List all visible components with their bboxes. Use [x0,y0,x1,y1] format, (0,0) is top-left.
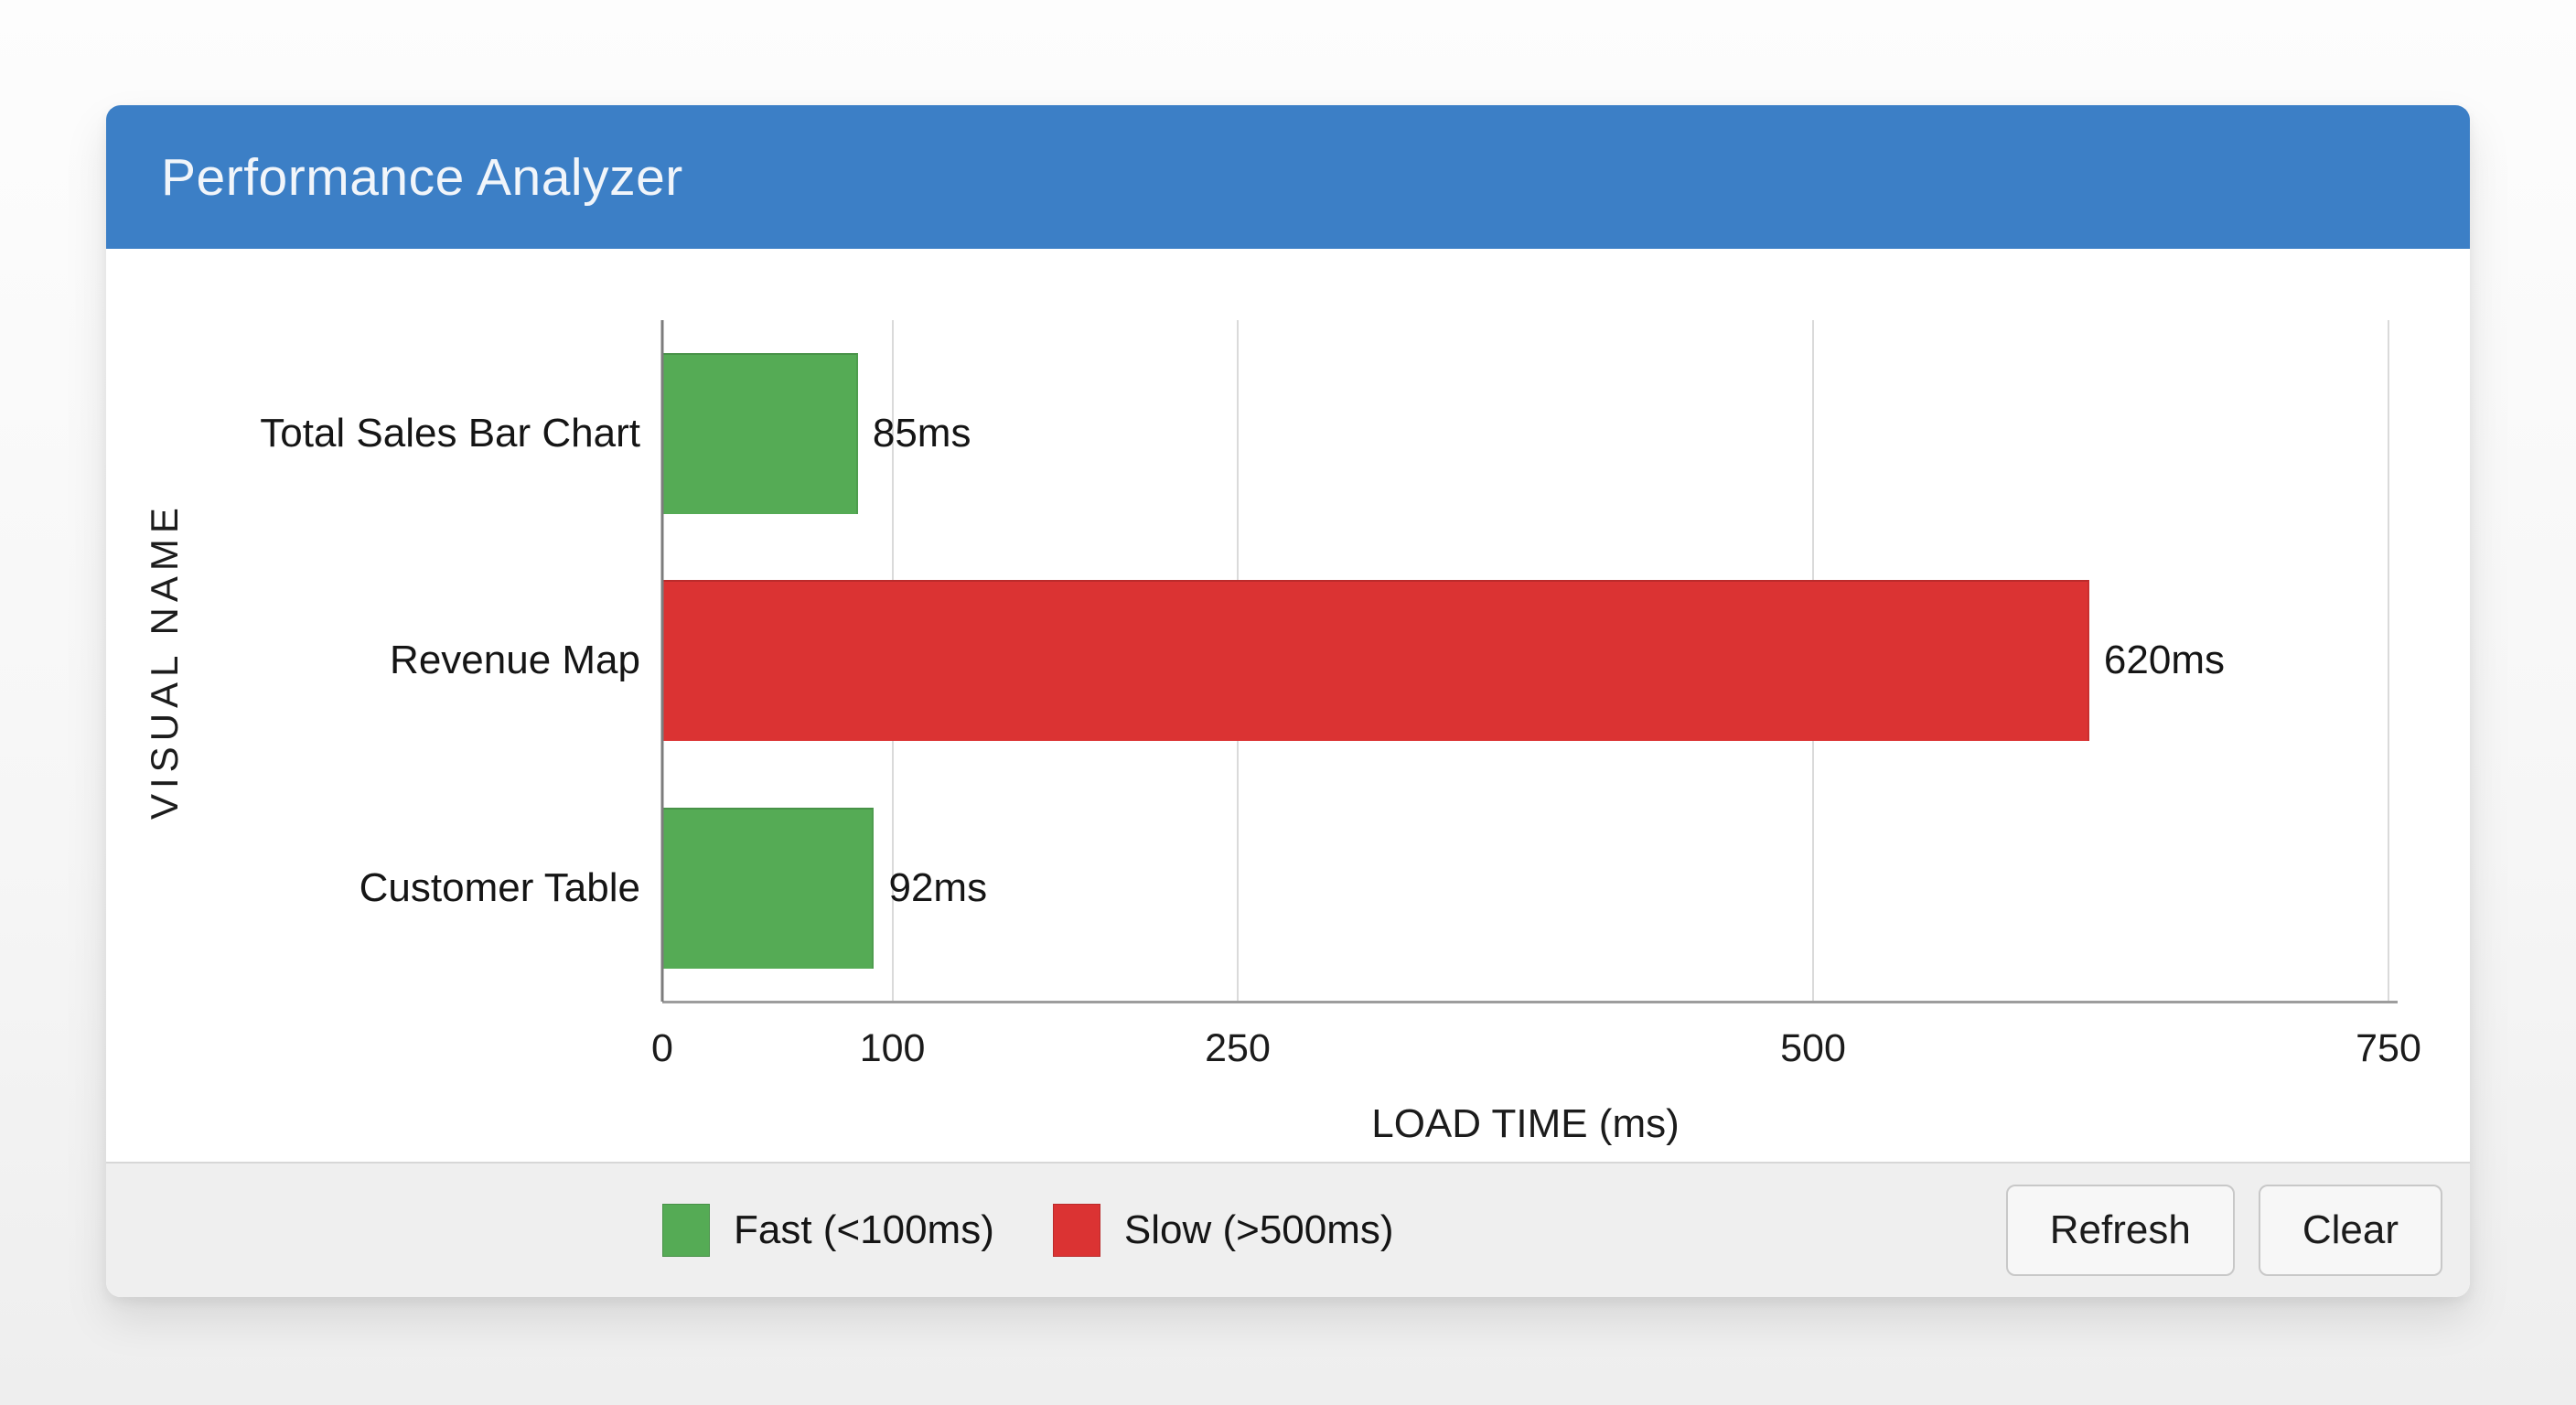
bar-row: 92ms [662,775,2388,1002]
x-tick-label-100: 100 [859,1026,926,1070]
legend-item: Fast (<100ms) [662,1204,994,1257]
plot-area: 85ms 620ms 92ms [660,320,2398,1003]
legend-item: Slow (>500ms) [1052,1204,1394,1257]
x-axis-title: LOAD TIME (ms) [1371,1101,1680,1146]
x-axis-tick-labels: 0 100 250 500 750 [651,1026,2421,1078]
bar-row: 85ms [662,320,2388,547]
bars-container: 85ms 620ms 92ms [662,320,2388,1002]
clear-button[interactable]: Clear [2258,1185,2442,1276]
legend-swatch-icon [1052,1204,1100,1257]
bar-value-label: 92ms [888,864,988,910]
category-label: Total Sales Bar Chart [260,411,640,456]
refresh-button[interactable]: Refresh [2005,1185,2235,1276]
performance-analyzer-panel: Performance Analyzer VISUAL NAME Total S… [106,105,2470,1297]
x-tick-label-0: 0 [651,1026,673,1070]
panel-title: Performance Analyzer [161,147,683,207]
bar-total-sales-bar-chart[interactable] [662,353,858,515]
legend-swatch-icon [662,1204,710,1257]
x-tick-label-750: 750 [2356,1026,2421,1070]
category-label: Customer Table [359,864,640,910]
x-tick-label-250: 250 [1205,1026,1271,1070]
category-label: Revenue Map [390,638,640,683]
bar-row: 620ms [662,547,2388,774]
y-axis-line [660,320,664,1002]
legend-label: Slow (>500ms) [1123,1207,1394,1252]
legend-label: Fast (<100ms) [734,1207,994,1252]
bar-revenue-map[interactable] [662,580,2089,742]
category-label-column: Total Sales Bar Chart Revenue Map Customer… [106,320,640,1002]
panel-footer: Fast (<100ms) Slow (>500ms) Refresh Clear [106,1162,2470,1297]
bar-value-label: 620ms [2103,638,2225,683]
footer-buttons: Refresh Clear [2005,1164,2442,1297]
bar-value-label: 85ms [872,411,971,456]
chart-legend: Fast (<100ms) Slow (>500ms) [662,1164,1394,1297]
chart-area: VISUAL NAME Total Sales Bar Chart Revenue… [106,249,2470,1162]
x-axis-line [662,1001,2398,1003]
panel-header: Performance Analyzer [106,105,2470,249]
gridline-750 [2388,320,2389,1002]
bar-customer-table[interactable] [662,807,875,969]
x-tick-label-500: 500 [1780,1026,1846,1070]
